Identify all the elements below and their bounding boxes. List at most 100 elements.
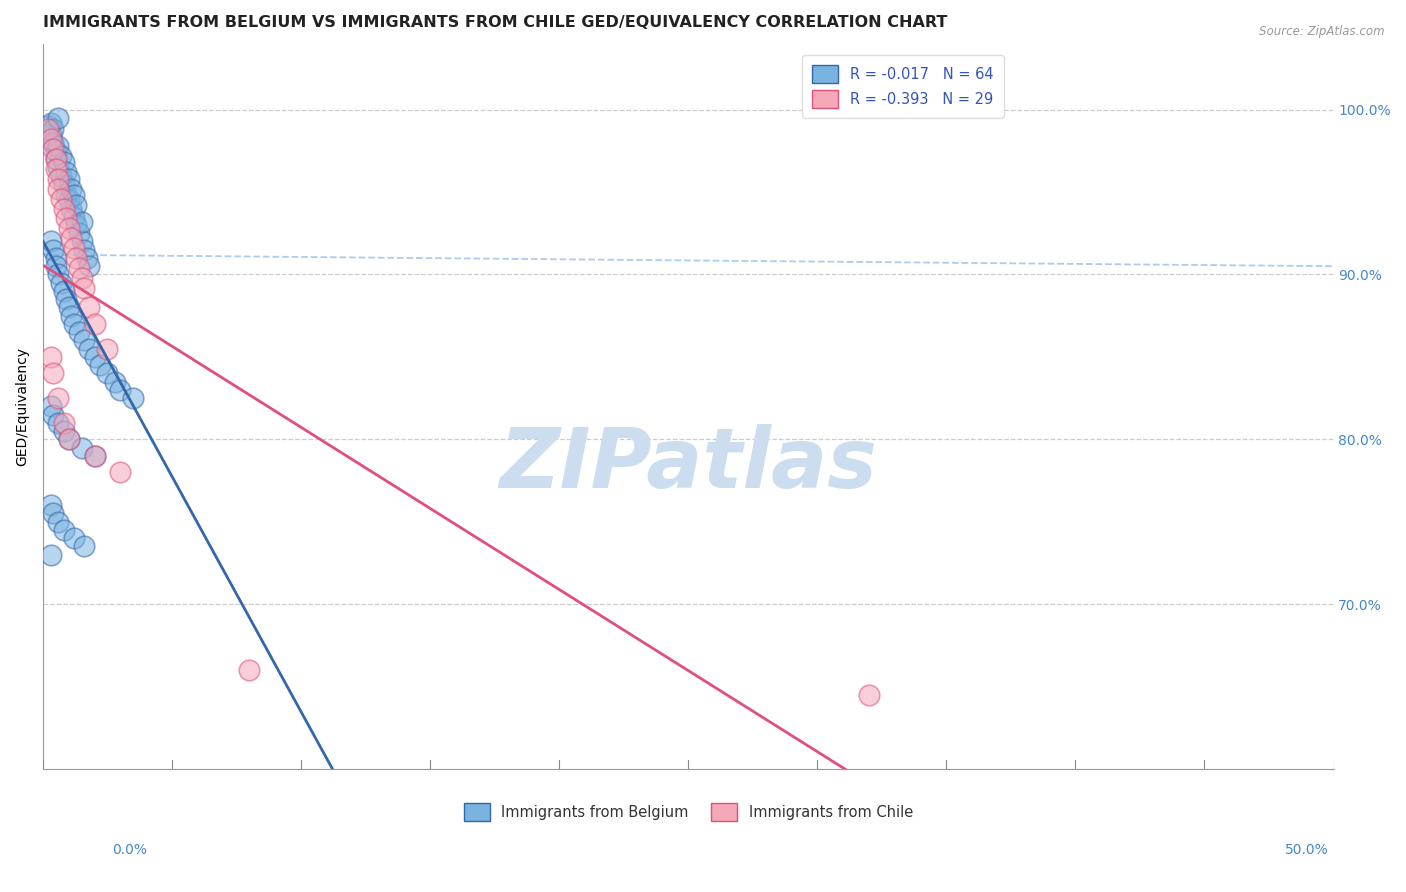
- Point: [89, 358, 111, 372]
- Point: [63, 241, 86, 255]
- Point: [58, 171, 80, 186]
- Point: [39, 548, 62, 562]
- Point: [42, 122, 65, 136]
- Point: [73, 280, 96, 294]
- Point: [858, 688, 880, 702]
- Point: [58, 221, 80, 235]
- Point: [70, 215, 93, 229]
- Point: [55, 165, 77, 179]
- Point: [83, 350, 105, 364]
- Point: [45, 144, 67, 158]
- Point: [110, 383, 132, 397]
- Point: [58, 301, 80, 315]
- Point: [39, 498, 62, 512]
- Point: [60, 309, 83, 323]
- Point: [122, 391, 145, 405]
- Point: [49, 149, 72, 163]
- Point: [70, 270, 93, 285]
- Point: [48, 139, 70, 153]
- Point: [67, 260, 90, 275]
- Point: [73, 243, 96, 257]
- Point: [104, 375, 127, 389]
- Point: [110, 465, 132, 479]
- Point: [70, 441, 93, 455]
- Point: [63, 531, 86, 545]
- Point: [73, 334, 96, 348]
- Point: [42, 367, 65, 381]
- Point: [52, 424, 75, 438]
- Point: [79, 301, 101, 315]
- Point: [60, 182, 83, 196]
- Point: [37, 119, 59, 133]
- Point: [60, 202, 83, 216]
- Point: [48, 391, 70, 405]
- Point: [45, 152, 67, 166]
- Point: [42, 142, 65, 156]
- Text: ZIPatlas: ZIPatlas: [499, 424, 877, 505]
- Text: IMMIGRANTS FROM BELGIUM VS IMMIGRANTS FROM CHILE GED/EQUIVALENCY CORRELATION CHA: IMMIGRANTS FROM BELGIUM VS IMMIGRANTS FR…: [44, 15, 948, 30]
- Point: [45, 259, 67, 273]
- Point: [70, 235, 93, 249]
- Point: [65, 198, 87, 212]
- Point: [42, 136, 65, 150]
- Point: [83, 449, 105, 463]
- Point: [48, 171, 70, 186]
- Point: [73, 540, 96, 554]
- Point: [45, 161, 67, 176]
- Point: [49, 192, 72, 206]
- Point: [52, 177, 75, 191]
- Point: [60, 231, 83, 245]
- Point: [83, 449, 105, 463]
- Point: [79, 259, 101, 273]
- Point: [39, 350, 62, 364]
- Point: [63, 317, 86, 331]
- Point: [48, 416, 70, 430]
- Point: [58, 432, 80, 446]
- Legend: Immigrants from Belgium, Immigrants from Chile: Immigrants from Belgium, Immigrants from…: [458, 797, 918, 827]
- Point: [96, 367, 118, 381]
- Point: [39, 132, 62, 146]
- Point: [42, 408, 65, 422]
- Point: [39, 116, 62, 130]
- Point: [96, 342, 118, 356]
- Text: 50.0%: 50.0%: [1285, 843, 1329, 857]
- Point: [52, 155, 75, 169]
- Point: [48, 111, 70, 125]
- Text: 0.0%: 0.0%: [112, 843, 148, 857]
- Point: [67, 325, 90, 339]
- Point: [76, 251, 98, 265]
- Point: [52, 284, 75, 298]
- Point: [65, 218, 87, 232]
- Point: [65, 251, 87, 265]
- Y-axis label: GED/Equivalency: GED/Equivalency: [15, 347, 30, 466]
- Point: [48, 515, 70, 529]
- Point: [39, 235, 62, 249]
- Point: [55, 292, 77, 306]
- Point: [83, 317, 105, 331]
- Point: [37, 122, 59, 136]
- Point: [63, 210, 86, 224]
- Point: [45, 152, 67, 166]
- Point: [52, 202, 75, 216]
- Point: [55, 211, 77, 226]
- Point: [48, 182, 70, 196]
- Point: [49, 276, 72, 290]
- Point: [39, 400, 62, 414]
- Point: [48, 161, 70, 175]
- Point: [52, 416, 75, 430]
- Point: [39, 128, 62, 142]
- Point: [49, 169, 72, 183]
- Point: [63, 188, 86, 202]
- Point: [58, 194, 80, 208]
- Point: [42, 507, 65, 521]
- Point: [79, 342, 101, 356]
- Point: [67, 226, 90, 240]
- Point: [52, 523, 75, 537]
- Point: [238, 663, 260, 677]
- Point: [55, 188, 77, 202]
- Point: [42, 243, 65, 257]
- Point: [45, 251, 67, 265]
- Text: Source: ZipAtlas.com: Source: ZipAtlas.com: [1260, 25, 1385, 38]
- Point: [48, 268, 70, 282]
- Point: [58, 432, 80, 446]
